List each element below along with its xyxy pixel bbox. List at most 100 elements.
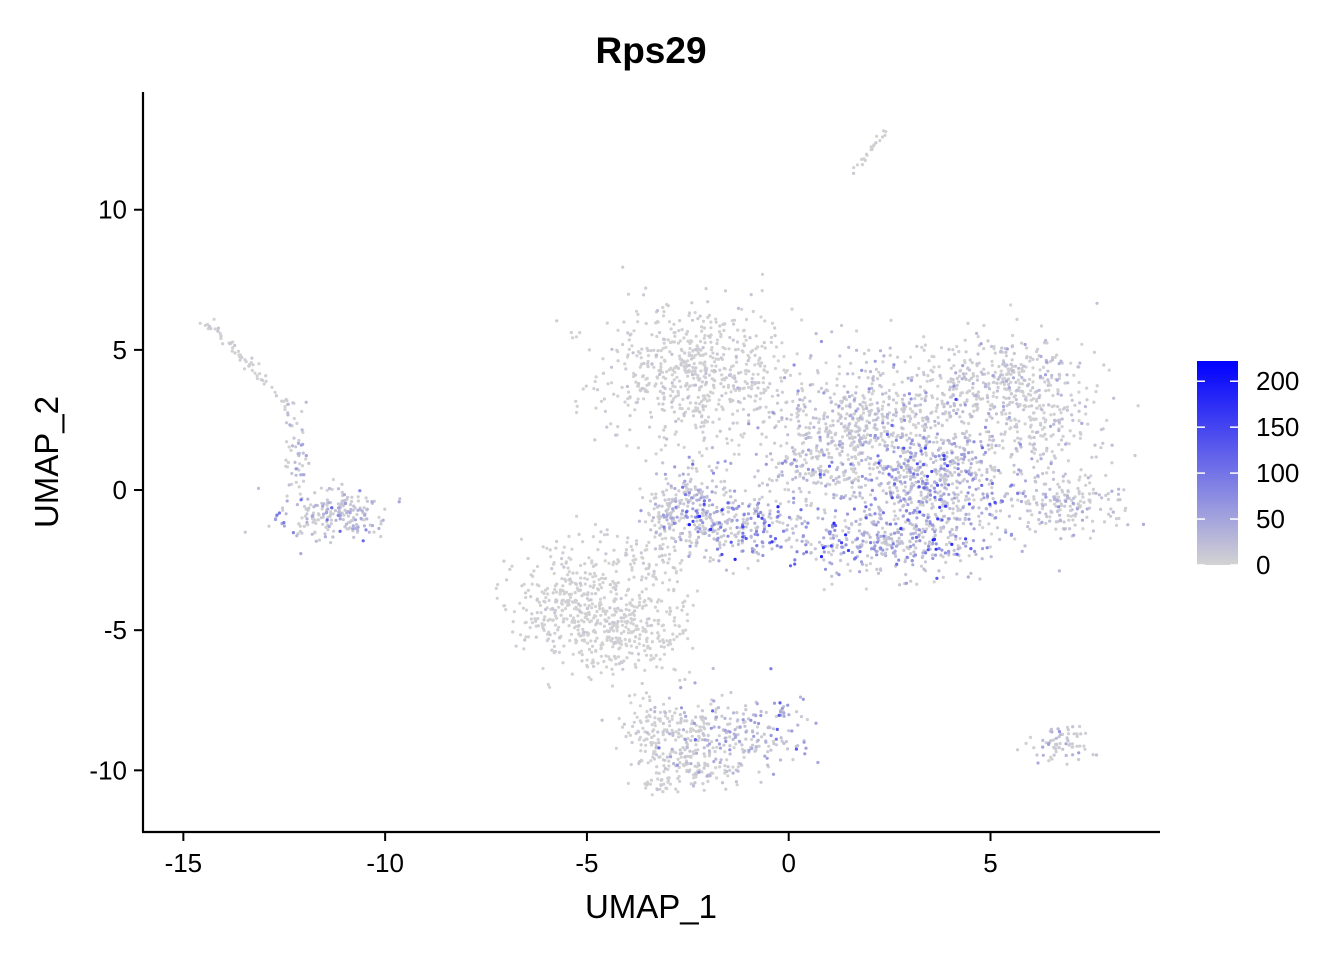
scatter-point — [1028, 509, 1032, 513]
scatter-point — [1126, 523, 1130, 527]
scatter-point — [548, 633, 552, 637]
scatter-point — [512, 610, 517, 614]
scatter-point — [620, 623, 625, 627]
scatter-point — [953, 466, 957, 470]
scatter-point — [1054, 750, 1058, 754]
scatter-point — [896, 530, 901, 535]
scatter-point — [300, 464, 305, 468]
scatter-point — [877, 470, 882, 474]
scatter-point — [936, 421, 941, 425]
scatter-point — [672, 410, 677, 414]
scatter-point — [754, 452, 758, 456]
scatter-point — [842, 396, 847, 400]
scatter-point — [624, 625, 628, 629]
scatter-point — [655, 665, 659, 669]
scatter-point — [1055, 353, 1059, 357]
scatter-point — [902, 548, 906, 553]
scatter-point — [590, 561, 594, 565]
scatter-point — [922, 335, 926, 339]
scatter-point — [938, 373, 942, 378]
scatter-point — [700, 770, 704, 774]
scatter-point — [630, 548, 635, 552]
scatter-point — [990, 363, 995, 367]
scatter-point — [896, 528, 900, 532]
scatter-point — [908, 468, 912, 472]
scatter-point — [828, 483, 832, 487]
scatter-point — [1016, 405, 1020, 409]
scatter-point — [687, 311, 692, 315]
scatter-point — [661, 752, 665, 756]
scatter-point — [683, 369, 687, 373]
scatter-point — [674, 570, 679, 574]
scatter-point — [723, 289, 728, 293]
scatter-point — [754, 347, 758, 351]
scatter-point — [908, 544, 913, 549]
scatter-point — [998, 471, 1003, 475]
scatter-point — [889, 432, 893, 436]
scatter-point — [710, 479, 715, 483]
scatter-point — [1056, 392, 1060, 396]
scatter-point — [1035, 350, 1039, 354]
scatter-point — [697, 450, 702, 454]
scatter-point — [691, 349, 695, 353]
scatter-point — [1044, 741, 1048, 745]
scatter-point — [314, 521, 318, 526]
scatter-point — [918, 433, 922, 437]
scatter-point — [703, 764, 707, 768]
scatter-point — [571, 571, 575, 575]
scatter-point — [815, 369, 820, 373]
scatter-point — [672, 638, 676, 642]
scatter-point — [614, 587, 618, 592]
scatter-point — [892, 445, 896, 450]
scatter-point — [768, 489, 772, 493]
scatter-point — [945, 501, 949, 505]
scatter-point — [578, 581, 582, 585]
scatter-point — [654, 492, 658, 496]
scatter-point — [995, 395, 999, 399]
scatter-point — [804, 543, 808, 547]
scatter-point — [518, 601, 522, 605]
scatter-point — [825, 448, 829, 452]
scatter-point — [792, 496, 796, 500]
scatter-point — [1037, 518, 1041, 522]
scatter-point — [1002, 395, 1006, 399]
scatter-point — [753, 749, 757, 753]
scatter-point — [636, 397, 640, 401]
scatter-point — [753, 532, 757, 536]
scatter-point — [668, 724, 672, 728]
scatter-point — [971, 386, 975, 390]
scatter-point — [691, 646, 695, 650]
scatter-point — [843, 470, 847, 474]
scatter-point — [909, 500, 914, 505]
scatter-point — [735, 711, 739, 715]
scatter-point — [919, 493, 923, 497]
scatter-point — [914, 425, 918, 430]
scatter-point — [264, 379, 268, 383]
scatter-point — [1100, 496, 1104, 500]
scatter-point — [313, 531, 317, 535]
scatter-point — [655, 353, 659, 357]
scatter-point — [1084, 412, 1088, 416]
scatter-point — [663, 758, 667, 763]
scatter-point — [536, 617, 540, 621]
scatter-point — [957, 473, 961, 477]
scatter-point — [697, 735, 701, 740]
scatter-point — [889, 532, 893, 537]
scatter-point — [1047, 403, 1051, 407]
scatter-point — [716, 461, 720, 465]
scatter-point — [328, 514, 332, 519]
scatter-point — [959, 469, 964, 474]
scatter-point — [816, 431, 820, 435]
scatter-point — [284, 464, 288, 468]
scatter-point — [976, 395, 981, 399]
scatter-point — [1049, 739, 1053, 743]
scatter-point — [666, 561, 670, 565]
scatter-point — [620, 385, 624, 389]
scatter-point — [877, 512, 882, 516]
scatter-point — [790, 307, 794, 311]
scatter-point — [701, 404, 705, 408]
scatter-point — [752, 498, 757, 502]
scatter-point — [1054, 520, 1058, 524]
scatter-point — [675, 769, 679, 773]
scatter-point — [855, 348, 859, 352]
